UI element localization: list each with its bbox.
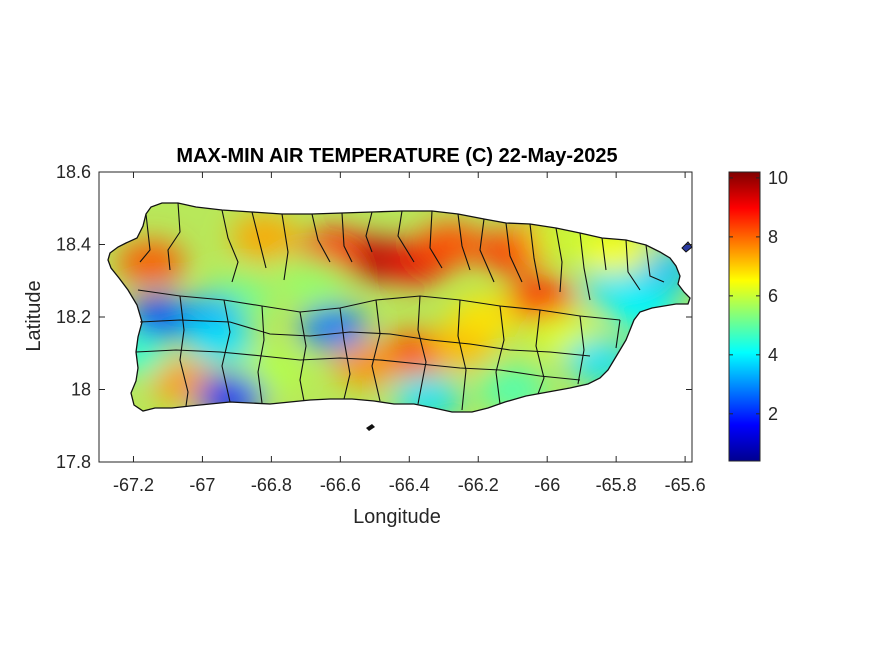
municipal-boundary (417, 295, 427, 405)
municipal-boundary (625, 239, 641, 291)
municipal-boundary (479, 218, 495, 283)
municipal-boundary (429, 210, 443, 269)
temperature-region (451, 295, 520, 339)
municipal-boundary (645, 244, 665, 283)
x-tick-label: -66.6 (320, 475, 361, 495)
x-axis-ticks: -67.2 -67 -66.8 -66.6 -66.4 -66.2 -66 -65.8 -65.… (113, 172, 706, 495)
colorbar-ticks: 2 4 6 8 10 (729, 168, 788, 424)
x-tick-label: -67.2 (113, 475, 154, 495)
colorbar-tick-label: 10 (768, 168, 788, 188)
colorbar-tick-label: 6 (768, 286, 778, 306)
municipal-boundary (299, 311, 307, 402)
y-tick-label: 18.4 (56, 235, 91, 255)
municipal-boundary (397, 210, 415, 263)
municipal-boundary (371, 299, 381, 402)
municipal-boundary (281, 213, 289, 281)
y-tick-label: 17.8 (56, 452, 91, 472)
temperature-region (230, 215, 299, 260)
x-tick-label: -66.2 (458, 475, 499, 495)
temperature-region (185, 320, 254, 365)
island-outline (107, 202, 691, 413)
x-tick-label: -65.8 (596, 475, 637, 495)
municipal-boundary (577, 315, 585, 385)
municipal-boundary (529, 223, 541, 291)
colorbar-tick-label: 2 (768, 404, 778, 424)
temperature-region (506, 276, 575, 321)
x-tick-label: -66.8 (251, 475, 292, 495)
x-axis-label: Longitude (353, 506, 441, 528)
municipal-boundary (135, 349, 581, 381)
temperature-region (416, 222, 485, 267)
municipal-boundary (221, 209, 239, 283)
municipal-boundary (311, 213, 331, 263)
colorbar-tick-label: 4 (768, 345, 778, 365)
municipal-boundary (179, 295, 189, 407)
x-tick-label: -66.4 (389, 475, 430, 495)
municipal-boundary (555, 227, 563, 293)
x-tick-label: -66 (534, 475, 560, 495)
municipal-boundary (257, 305, 265, 404)
temperature-region (333, 342, 402, 387)
municipal-boundary (505, 222, 523, 283)
islet-caja-de-muertos (366, 424, 375, 431)
chart-title: MAX-MIN AIR TEMPERATURE (C) 22-May-2025 (176, 145, 617, 167)
municipal-boundary (167, 202, 181, 271)
municipal-boundaries (135, 202, 665, 411)
temperature-region (278, 258, 347, 303)
temperature-region (116, 240, 185, 285)
municipal-boundary (221, 299, 231, 403)
municipal-boundary (365, 211, 373, 253)
municipal-boundary (139, 319, 591, 357)
temperature-region (299, 305, 368, 350)
municipal-boundary (615, 319, 621, 349)
municipal-boundary (457, 299, 467, 411)
colorbar-tick-label: 8 (768, 227, 778, 247)
municipal-boundary (457, 213, 471, 271)
y-axis-ticks: 17.8 18 18.2 18.4 18.6 (56, 162, 692, 472)
municipal-boundary (535, 309, 545, 395)
municipal-boundary (601, 237, 607, 271)
colorbar (728, 171, 761, 462)
municipal-boundary (579, 232, 591, 301)
y-tick-label: 18.2 (56, 307, 91, 327)
temperature-region (127, 295, 196, 339)
y-tick-label: 18.6 (56, 162, 91, 182)
x-tick-label: -67 (189, 475, 215, 495)
municipal-boundary (341, 212, 353, 263)
municipal-boundary (495, 305, 505, 405)
y-axis-label: Latitude (23, 280, 45, 351)
x-tick-label: -65.6 (665, 475, 706, 495)
y-tick-label: 18 (71, 380, 91, 400)
municipal-boundary (339, 307, 351, 400)
municipal-boundary (251, 211, 267, 269)
municipal-boundary (139, 213, 151, 263)
